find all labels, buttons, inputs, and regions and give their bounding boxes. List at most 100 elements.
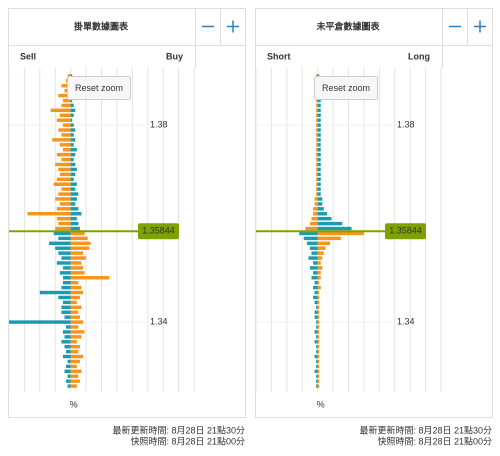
bar bbox=[317, 335, 320, 339]
bar bbox=[66, 364, 71, 369]
bar bbox=[58, 295, 71, 300]
bar bbox=[317, 290, 320, 295]
bar bbox=[70, 148, 77, 152]
bar bbox=[53, 231, 71, 236]
bar bbox=[70, 271, 85, 275]
footer-note: 最新更新時間: 8月28日 21點30分 bbox=[112, 424, 245, 435]
bar bbox=[67, 74, 71, 78]
bar bbox=[70, 192, 79, 196]
bar bbox=[305, 226, 318, 231]
bar bbox=[66, 325, 71, 329]
bar bbox=[70, 74, 73, 78]
bar bbox=[67, 384, 71, 388]
bar bbox=[70, 103, 74, 108]
bar bbox=[316, 182, 318, 186]
bar bbox=[316, 138, 318, 142]
bar bbox=[317, 364, 320, 369]
price-tag bbox=[138, 223, 179, 240]
bar bbox=[56, 118, 71, 122]
bar bbox=[316, 172, 318, 177]
bar bbox=[317, 256, 323, 260]
bar bbox=[317, 359, 320, 364]
bar bbox=[317, 207, 324, 211]
bar bbox=[316, 325, 318, 329]
bar bbox=[59, 172, 71, 177]
bar bbox=[313, 212, 318, 216]
y-tick-label: 1.34 bbox=[397, 316, 415, 326]
bar bbox=[317, 202, 323, 206]
bar bbox=[61, 256, 71, 260]
bar bbox=[9, 320, 71, 324]
bar bbox=[317, 192, 321, 196]
bar bbox=[70, 118, 73, 122]
bar bbox=[316, 167, 318, 172]
bar bbox=[70, 364, 77, 369]
bar bbox=[317, 172, 321, 177]
bar bbox=[311, 276, 318, 280]
bar bbox=[70, 320, 83, 324]
bar bbox=[27, 212, 71, 216]
bar bbox=[70, 241, 91, 246]
reset-zoom-button[interactable]: Reset zoom bbox=[314, 76, 378, 100]
bar bbox=[70, 133, 74, 137]
bar bbox=[70, 349, 79, 354]
footer-note: 快照時間: 8月28日 21點00分 bbox=[377, 435, 492, 446]
bar bbox=[314, 290, 318, 295]
footer-note: 快照時間: 8月28日 21點00分 bbox=[130, 435, 245, 446]
bar bbox=[316, 359, 318, 364]
bar bbox=[316, 305, 318, 310]
bar bbox=[316, 364, 318, 369]
right-side-label: Long bbox=[408, 51, 430, 61]
bar bbox=[316, 118, 318, 122]
bar bbox=[313, 285, 318, 290]
bar bbox=[70, 123, 74, 127]
bar bbox=[61, 340, 71, 344]
bar bbox=[314, 310, 318, 314]
bar bbox=[317, 251, 324, 255]
bar bbox=[317, 123, 321, 127]
left-side-label: Short bbox=[267, 51, 291, 61]
bar bbox=[317, 246, 326, 250]
bar bbox=[313, 271, 318, 275]
bar bbox=[52, 138, 71, 142]
bar bbox=[317, 354, 320, 359]
bar bbox=[299, 231, 318, 236]
panel-title: 掛單數據圖表 bbox=[74, 20, 129, 31]
bar bbox=[70, 295, 80, 300]
bar bbox=[62, 330, 71, 334]
footer-note: 最新更新時間: 8月28日 21點30分 bbox=[359, 424, 492, 435]
zoom-in-button[interactable] bbox=[474, 20, 486, 33]
bar bbox=[70, 379, 80, 383]
bar bbox=[317, 271, 321, 275]
bar bbox=[49, 241, 71, 246]
bar bbox=[70, 182, 77, 186]
bar bbox=[70, 344, 80, 349]
reset-zoom-button[interactable]: Reset zoom bbox=[67, 76, 131, 100]
bar bbox=[58, 128, 71, 132]
bar bbox=[316, 384, 318, 388]
bar bbox=[61, 285, 71, 290]
bar bbox=[317, 162, 321, 167]
bar bbox=[67, 359, 71, 364]
button-box bbox=[67, 76, 131, 100]
panel-title: 未平倉數據圖表 bbox=[315, 20, 380, 31]
bar bbox=[314, 369, 318, 374]
bar bbox=[70, 310, 79, 314]
bar bbox=[56, 261, 71, 265]
bar bbox=[313, 261, 318, 265]
panel: 掛單數據圖表 Sell Buy 1.34 1.38 1.35844 Reset zoom% 最… bbox=[8, 8, 246, 446]
bar bbox=[70, 143, 74, 147]
bar bbox=[61, 103, 71, 108]
bar bbox=[314, 300, 318, 305]
bar bbox=[70, 226, 80, 231]
zoom-in-button[interactable] bbox=[227, 20, 239, 33]
bar bbox=[317, 221, 343, 226]
bar bbox=[70, 231, 85, 236]
bar bbox=[317, 266, 323, 270]
bar bbox=[62, 148, 71, 152]
bar bbox=[311, 251, 318, 255]
bar bbox=[70, 251, 83, 255]
bar bbox=[317, 216, 332, 221]
bar bbox=[70, 290, 83, 295]
bar bbox=[59, 271, 71, 275]
